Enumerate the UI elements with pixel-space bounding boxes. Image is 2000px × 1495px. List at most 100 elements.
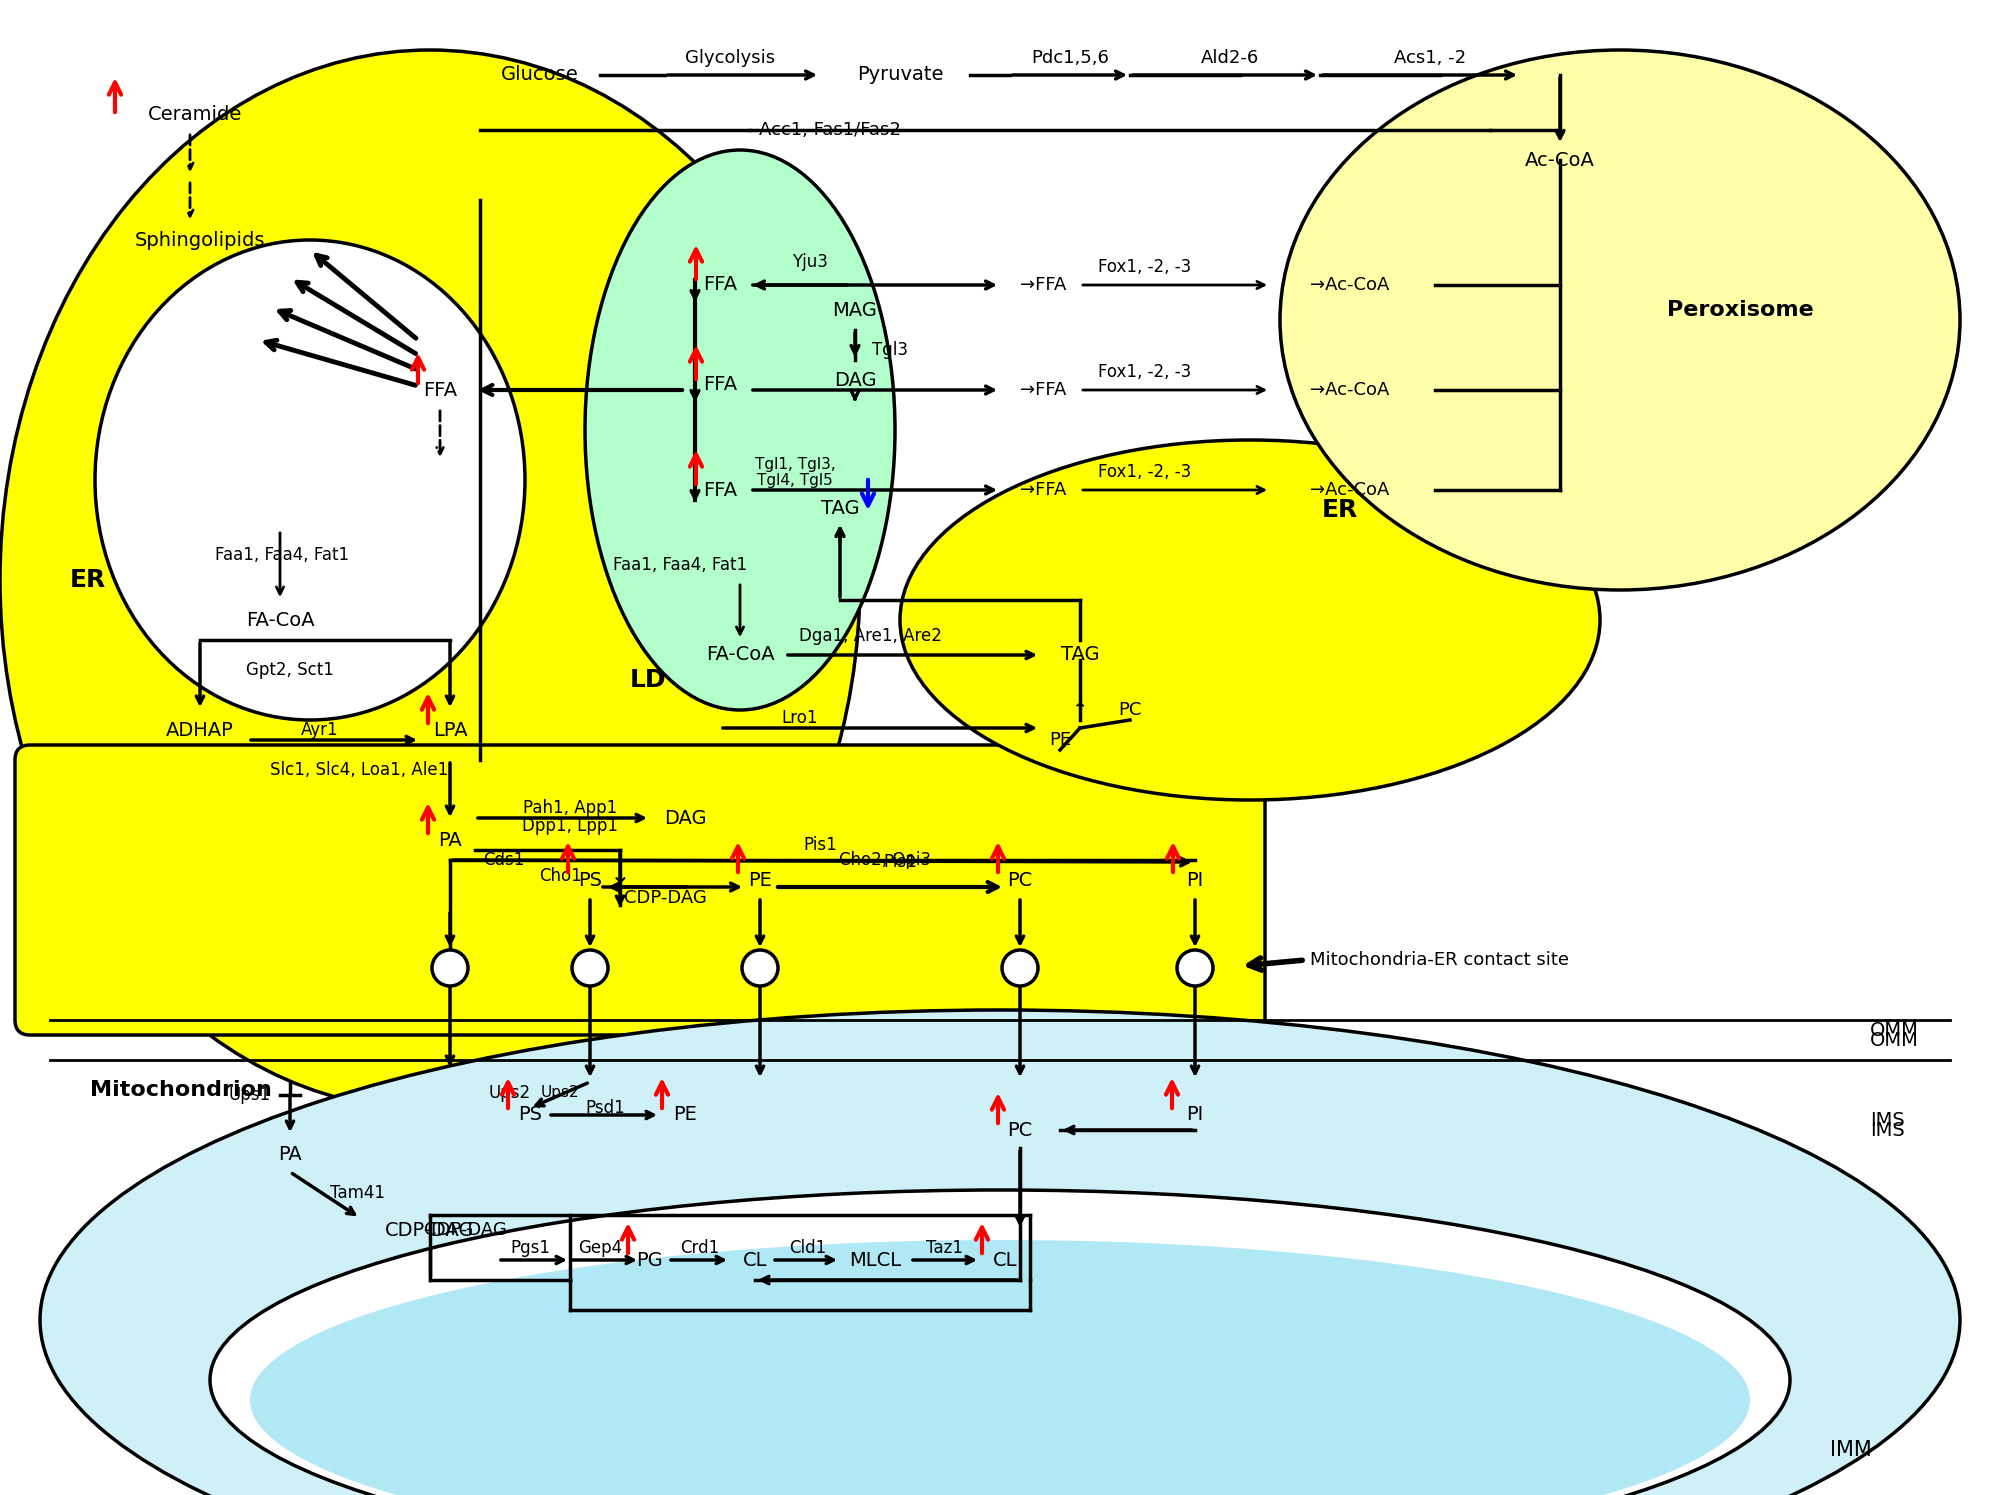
Text: →FFA: →FFA — [1020, 277, 1066, 295]
Text: Fox1, -2, -3: Fox1, -2, -3 — [1098, 363, 1192, 381]
Text: PA: PA — [438, 831, 462, 849]
Text: PC: PC — [1008, 870, 1032, 890]
Text: PG: PG — [636, 1250, 664, 1269]
Text: Ayr1: Ayr1 — [302, 721, 338, 739]
Text: PE: PE — [1048, 731, 1072, 749]
Text: Faa1, Faa4, Fat1: Faa1, Faa4, Fat1 — [612, 556, 748, 574]
Text: Cho1: Cho1 — [538, 867, 582, 885]
Text: →FFA: →FFA — [1020, 381, 1066, 399]
Ellipse shape — [250, 1239, 1750, 1495]
Text: Fox1, -2, -3: Fox1, -2, -3 — [1098, 259, 1192, 277]
Text: Mitochondria-ER contact site: Mitochondria-ER contact site — [1310, 951, 1568, 969]
Text: PC: PC — [1008, 1120, 1032, 1139]
Text: Lro1: Lro1 — [782, 709, 818, 727]
Text: ↑: ↑ — [1072, 701, 1088, 719]
Text: PE: PE — [748, 870, 772, 890]
Text: IMS: IMS — [1870, 1120, 1904, 1139]
Circle shape — [742, 949, 778, 987]
Text: →Ac-CoA: →Ac-CoA — [1310, 381, 1390, 399]
Text: ↓: ↓ — [610, 864, 630, 888]
Text: CL: CL — [742, 1250, 768, 1269]
Text: Pyruvate: Pyruvate — [856, 66, 944, 85]
Text: MLCL: MLCL — [848, 1250, 902, 1269]
Text: DAG: DAG — [834, 371, 876, 390]
Text: PI: PI — [1186, 1105, 1204, 1124]
Text: ADHAP: ADHAP — [166, 721, 234, 740]
FancyBboxPatch shape — [16, 745, 1266, 1035]
Text: Ups1: Ups1 — [228, 1085, 272, 1103]
Text: Tgl4, Tgl5: Tgl4, Tgl5 — [758, 472, 832, 487]
Text: OMM: OMM — [1870, 1030, 1918, 1049]
Text: DAG: DAG — [664, 809, 706, 828]
Text: LD: LD — [630, 668, 666, 692]
Text: ER: ER — [70, 568, 106, 592]
Circle shape — [432, 949, 468, 987]
Text: Sphingolipids: Sphingolipids — [134, 230, 266, 250]
Circle shape — [1002, 949, 1038, 987]
Text: Dpp1, Lpp1: Dpp1, Lpp1 — [522, 816, 618, 836]
Text: Ups2: Ups2 — [540, 1084, 580, 1099]
Text: →Ac-CoA: →Ac-CoA — [1310, 481, 1390, 499]
Text: Ceramide: Ceramide — [148, 106, 242, 124]
Text: Acc1, Fas1/Fas2: Acc1, Fas1/Fas2 — [760, 121, 900, 139]
Text: FFA: FFA — [422, 381, 458, 399]
Text: Psd1: Psd1 — [586, 1099, 624, 1117]
Text: Ald2-6: Ald2-6 — [1200, 49, 1260, 67]
Text: PE: PE — [674, 1105, 696, 1124]
Text: OMM: OMM — [1870, 1021, 1918, 1039]
Text: FA-CoA: FA-CoA — [246, 610, 314, 629]
Text: PS: PS — [518, 1105, 542, 1124]
Text: Pis1: Pis1 — [884, 854, 916, 872]
Text: IMS: IMS — [1870, 1111, 1904, 1130]
Text: PC: PC — [1118, 701, 1142, 719]
Text: Mitochondrion: Mitochondrion — [90, 1079, 272, 1100]
Text: TAG: TAG — [820, 498, 860, 517]
Text: →FFA: →FFA — [1020, 481, 1066, 499]
Text: LPA: LPA — [432, 721, 468, 740]
Text: IMM: IMM — [1830, 1440, 1872, 1461]
Text: Pah1, App1: Pah1, App1 — [522, 798, 618, 816]
Text: Gpt2, Sct1: Gpt2, Sct1 — [246, 661, 334, 679]
Text: FFA: FFA — [702, 375, 738, 395]
Text: Pis1: Pis1 — [804, 836, 836, 854]
Text: TAG: TAG — [1060, 646, 1100, 664]
Ellipse shape — [0, 49, 860, 1109]
Ellipse shape — [40, 1011, 1960, 1495]
Text: Slc1, Slc4, Loa1, Ale1: Slc1, Slc4, Loa1, Ale1 — [270, 761, 448, 779]
Text: Crd1: Crd1 — [680, 1239, 720, 1257]
Text: Ac-CoA: Ac-CoA — [1526, 151, 1594, 169]
Ellipse shape — [584, 150, 896, 710]
Text: Fox1, -2, -3: Fox1, -2, -3 — [1098, 463, 1192, 481]
Text: Pdc1,5,6: Pdc1,5,6 — [1032, 49, 1108, 67]
Text: Peroxisome: Peroxisome — [1666, 300, 1814, 320]
Text: PS: PS — [578, 870, 602, 890]
Text: CDP-DAG: CDP-DAG — [424, 1221, 506, 1239]
Text: Dga1, Are1, Are2: Dga1, Are1, Are2 — [798, 626, 942, 644]
Text: FFA: FFA — [702, 275, 738, 295]
Ellipse shape — [210, 1190, 1790, 1495]
Text: Glucose: Glucose — [502, 66, 578, 85]
Text: Gep4: Gep4 — [578, 1239, 622, 1257]
Text: FA-CoA: FA-CoA — [706, 646, 774, 664]
Text: Acs1, -2: Acs1, -2 — [1394, 49, 1466, 67]
Circle shape — [572, 949, 608, 987]
Circle shape — [1176, 949, 1212, 987]
Text: Glycolysis: Glycolysis — [684, 49, 776, 67]
Text: Cds1: Cds1 — [484, 851, 524, 869]
Text: ER: ER — [1322, 498, 1358, 522]
Text: Yju3: Yju3 — [792, 253, 828, 271]
Ellipse shape — [96, 241, 524, 721]
Text: Taz1: Taz1 — [926, 1239, 964, 1257]
Text: Cld1: Cld1 — [790, 1239, 826, 1257]
Ellipse shape — [1280, 49, 1960, 591]
Text: Ups2: Ups2 — [488, 1084, 532, 1102]
Text: Tam41: Tam41 — [330, 1184, 384, 1202]
Text: →Ac-CoA: →Ac-CoA — [1310, 277, 1390, 295]
Text: Tgl3: Tgl3 — [872, 341, 908, 359]
Text: MAG: MAG — [832, 300, 878, 320]
Text: Tgl1, Tgl3,: Tgl1, Tgl3, — [754, 457, 836, 472]
Text: PI: PI — [1186, 870, 1204, 890]
Text: CDP-DAG: CDP-DAG — [386, 1220, 474, 1239]
Text: Pgs1: Pgs1 — [510, 1239, 550, 1257]
Text: CDP-DAG: CDP-DAG — [624, 890, 706, 907]
